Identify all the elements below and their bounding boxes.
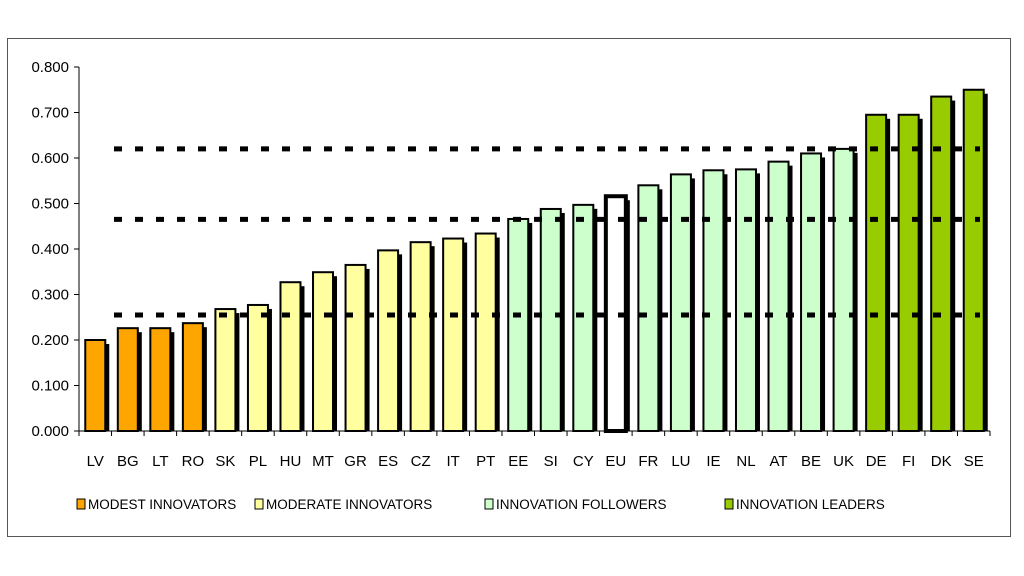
x-tick-label: RO bbox=[182, 453, 205, 470]
x-tick-label: IT bbox=[446, 453, 459, 470]
x-tick-label: DK bbox=[931, 453, 952, 470]
x-tick-label: PL bbox=[249, 453, 267, 470]
y-tick-label: 0.400 bbox=[31, 241, 69, 258]
x-tick-label: ES bbox=[378, 453, 398, 470]
bar-es bbox=[377, 249, 400, 432]
bar-cy bbox=[572, 203, 595, 432]
bar-fi bbox=[897, 113, 920, 433]
bar-pl bbox=[246, 303, 269, 432]
x-tick-label: EU bbox=[605, 453, 626, 470]
bar-hu bbox=[279, 281, 302, 432]
x-tick-label: NL bbox=[736, 453, 755, 470]
legend-swatch bbox=[724, 498, 734, 510]
y-tick-label: 0.600 bbox=[31, 150, 69, 167]
x-tick-label: SK bbox=[215, 453, 235, 470]
bar-se bbox=[962, 88, 985, 432]
bar-mt bbox=[312, 271, 335, 432]
x-tick-label: SE bbox=[964, 453, 984, 470]
x-tick-label: LV bbox=[87, 453, 104, 470]
bar-bg bbox=[116, 327, 139, 433]
y-tick-label: 0.300 bbox=[31, 287, 69, 304]
x-tick-label: AT bbox=[769, 453, 787, 470]
legend-label: MODEST INNOVATORS bbox=[88, 497, 236, 512]
x-tick-label: UK bbox=[833, 453, 854, 470]
x-tick-label: CY bbox=[573, 453, 594, 470]
bar-lv bbox=[84, 339, 107, 432]
bar-nl bbox=[734, 168, 757, 432]
x-tick-label: HU bbox=[280, 453, 302, 470]
bar-lu bbox=[669, 173, 692, 432]
x-tick-label: FI bbox=[902, 453, 915, 470]
bar-gr bbox=[344, 263, 367, 432]
x-tick-label: MT bbox=[312, 453, 334, 470]
y-tick-label: 0.800 bbox=[31, 59, 69, 76]
legend-label: INNOVATION FOLLOWERS bbox=[496, 497, 667, 512]
x-tick-label: FR bbox=[638, 453, 658, 470]
x-tick-label: EE bbox=[508, 453, 528, 470]
y-tick-label: 0.700 bbox=[31, 105, 69, 122]
legend-swatch bbox=[484, 498, 494, 510]
x-tick-label: BE bbox=[801, 453, 821, 470]
bar-dk bbox=[930, 95, 953, 432]
bar-be bbox=[800, 152, 823, 432]
x-tick-label: PT bbox=[476, 453, 495, 470]
x-tick-label: GR bbox=[344, 453, 367, 470]
y-tick-label: 0.500 bbox=[31, 196, 69, 213]
y-tick-label: 0.200 bbox=[31, 332, 69, 349]
bar-sk bbox=[214, 308, 237, 432]
x-tick-label: LU bbox=[671, 453, 690, 470]
legend-label: MODERATE INNOVATORS bbox=[266, 497, 432, 512]
bar-uk bbox=[832, 147, 855, 432]
bar-pt bbox=[474, 232, 497, 432]
x-tick-label: CZ bbox=[411, 453, 431, 470]
chart-frame bbox=[7, 38, 1011, 537]
x-tick-label: DE bbox=[866, 453, 887, 470]
x-tick-label: SI bbox=[544, 453, 558, 470]
bar-cz bbox=[409, 241, 432, 432]
bar-fr bbox=[637, 184, 660, 432]
y-tick-label: 0.000 bbox=[31, 423, 69, 440]
bar-it bbox=[442, 237, 465, 432]
legend-swatch bbox=[76, 498, 86, 510]
bar-lt bbox=[149, 327, 172, 433]
x-tick-label: IE bbox=[706, 453, 720, 470]
x-tick-label: BG bbox=[117, 453, 139, 470]
bar-ro bbox=[181, 322, 204, 433]
legend-swatch bbox=[254, 498, 264, 510]
bar-ee bbox=[507, 217, 530, 432]
legend-label: INNOVATION LEADERS bbox=[736, 497, 885, 512]
x-tick-label: LT bbox=[152, 453, 168, 470]
bar-at bbox=[767, 160, 790, 432]
bar-si bbox=[539, 207, 562, 432]
bar-de bbox=[865, 113, 888, 433]
bar-ie bbox=[702, 169, 725, 432]
y-tick-label: 0.100 bbox=[31, 378, 69, 395]
